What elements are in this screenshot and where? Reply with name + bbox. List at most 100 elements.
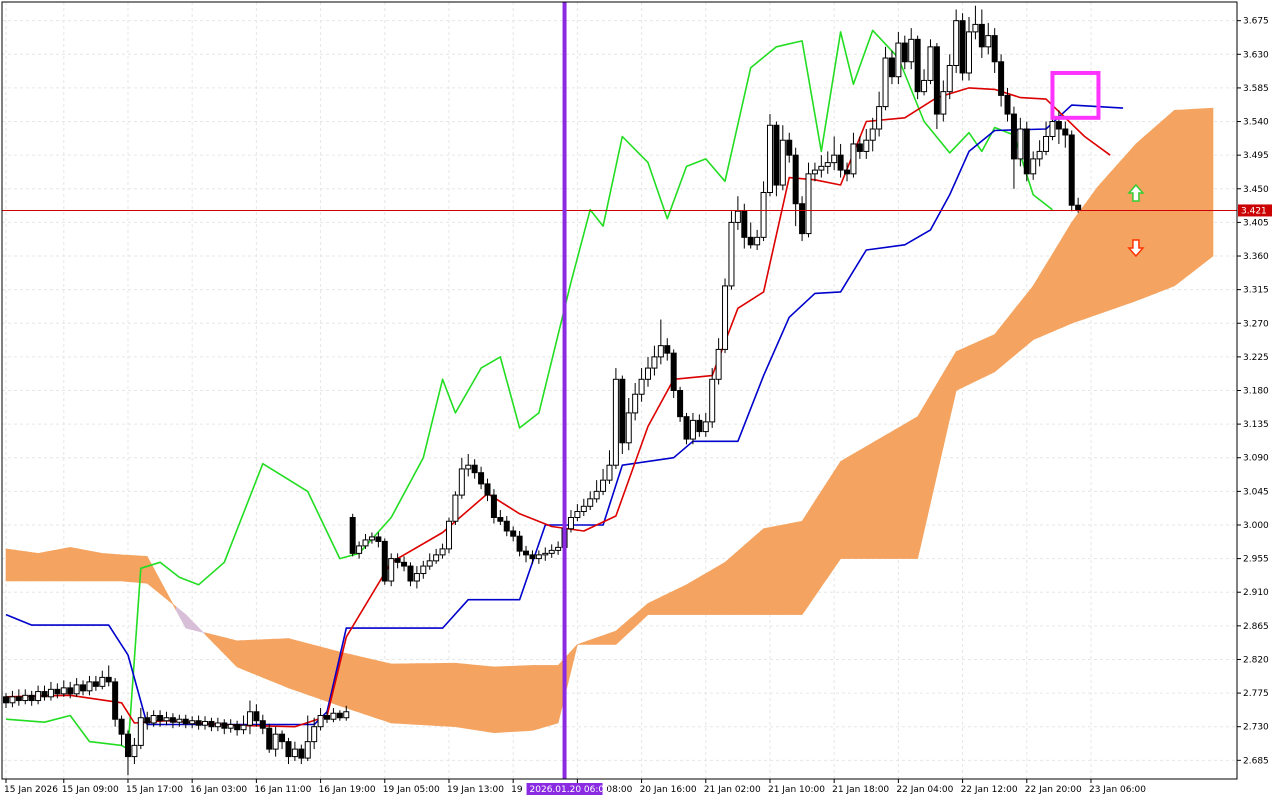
kumo-segment bbox=[326, 648, 331, 703]
kumo-segment bbox=[413, 663, 418, 725]
kumo-segment bbox=[265, 639, 270, 681]
candle-bear bbox=[195, 720, 202, 726]
kumo-segment bbox=[323, 647, 328, 702]
kumo-segment bbox=[991, 334, 996, 374]
kumo-segment bbox=[397, 663, 402, 724]
x-tick-label: 16 Jan 03:00 bbox=[190, 785, 247, 795]
kumo-segment bbox=[89, 550, 93, 582]
candle-bear bbox=[105, 676, 112, 683]
candle-bull bbox=[131, 744, 138, 758]
candle-bear bbox=[157, 714, 164, 722]
arrow-down-shape bbox=[1127, 239, 1145, 258]
kumo-segment bbox=[1206, 107, 1211, 262]
kumo-segment bbox=[18, 550, 23, 582]
kumo-segment bbox=[1142, 134, 1146, 299]
kumo-segment bbox=[901, 423, 906, 559]
candle-bear bbox=[484, 483, 491, 496]
kumo-segment bbox=[657, 596, 662, 615]
candle-bear bbox=[914, 38, 921, 93]
kumo-segment bbox=[724, 558, 729, 615]
candle-bull bbox=[728, 221, 735, 287]
x-tick-label: 16 Jan 19:00 bbox=[319, 785, 376, 795]
kumo-segment bbox=[1135, 140, 1140, 302]
kumo-segment bbox=[432, 663, 437, 726]
kumo-segment bbox=[40, 551, 45, 582]
candle-bear bbox=[786, 139, 793, 156]
kumo-segment bbox=[1071, 217, 1076, 324]
kumo-segment bbox=[519, 665, 524, 732]
kumo-segment bbox=[1158, 120, 1162, 293]
kumo-segment bbox=[297, 640, 302, 693]
kumo-segment bbox=[1161, 118, 1166, 292]
kumo-segment bbox=[1061, 231, 1066, 328]
kumo-segment bbox=[930, 388, 935, 503]
candle-bull bbox=[876, 106, 883, 130]
x-tick-label: 19 Jan 13:00 bbox=[447, 785, 504, 795]
candle-bull bbox=[702, 421, 709, 433]
candle-bear bbox=[118, 718, 125, 735]
kumo-segment bbox=[1177, 109, 1182, 285]
kumo-segment bbox=[997, 325, 1002, 370]
kumo-segment bbox=[666, 592, 671, 615]
kumo-segment bbox=[551, 665, 556, 726]
candle-bear bbox=[3, 696, 9, 704]
candle-bull bbox=[754, 236, 761, 246]
candle-bear bbox=[959, 20, 966, 74]
kumo-segment bbox=[1119, 157, 1124, 307]
candle-bear bbox=[991, 35, 998, 63]
kumo-segment bbox=[1193, 108, 1198, 272]
kumo-segment bbox=[233, 639, 238, 668]
kumo-segment bbox=[403, 663, 408, 725]
kumo-segment bbox=[361, 656, 366, 715]
kumo-segment bbox=[1100, 179, 1105, 314]
candle-bear bbox=[381, 540, 388, 582]
candle-bull bbox=[966, 31, 972, 74]
kumo-segment bbox=[458, 663, 463, 729]
candle-bull bbox=[709, 378, 716, 423]
kumo-segment bbox=[522, 665, 527, 732]
kumo-segment bbox=[1187, 109, 1191, 277]
kumo-segment bbox=[53, 549, 58, 582]
candle-bear bbox=[683, 416, 690, 440]
candle-bull bbox=[542, 552, 549, 556]
kumo-segment bbox=[445, 662, 450, 727]
kumo-segment bbox=[692, 578, 697, 615]
kumo-segment bbox=[904, 421, 909, 559]
kumo-segment bbox=[936, 377, 941, 475]
kumo-segment bbox=[1103, 175, 1108, 313]
kumo-segment bbox=[371, 659, 376, 719]
kumo-segment bbox=[503, 666, 508, 733]
candle-bear bbox=[696, 419, 703, 433]
kumo-segment bbox=[37, 552, 42, 582]
candle-bull bbox=[574, 511, 581, 519]
kumo-segment bbox=[416, 663, 421, 725]
kumo-segment bbox=[708, 569, 713, 615]
kumo-segment bbox=[381, 661, 386, 722]
candle-bear bbox=[298, 748, 305, 759]
kumo-segment bbox=[1074, 212, 1079, 323]
kumo-segment bbox=[317, 645, 321, 700]
kumo-segment bbox=[1174, 109, 1178, 287]
kumo-segment bbox=[390, 663, 395, 724]
kumo-segment bbox=[872, 440, 877, 559]
kumo-segment bbox=[820, 485, 825, 588]
kumo-segment bbox=[1058, 237, 1063, 330]
kumo-segment bbox=[987, 335, 992, 376]
y-tick-label: 3.135 bbox=[1243, 420, 1269, 430]
kumo-segment bbox=[374, 659, 379, 720]
kumo-segment bbox=[1196, 108, 1201, 270]
arrow-up-icon bbox=[1127, 183, 1145, 202]
candle-bear bbox=[888, 57, 895, 78]
kumo-segment bbox=[358, 656, 363, 714]
candle-bull bbox=[465, 464, 472, 470]
kumo-segment bbox=[766, 527, 771, 615]
y-tick-label: 3.090 bbox=[1243, 454, 1269, 464]
kumo-segment bbox=[127, 554, 132, 583]
candle-bull bbox=[60, 687, 67, 695]
kumo-segment bbox=[220, 636, 225, 655]
candle-bear bbox=[978, 23, 985, 48]
kumo-segment bbox=[641, 605, 646, 622]
kumo-segment bbox=[599, 635, 604, 645]
kumo-segment bbox=[740, 544, 745, 615]
kumo-segment bbox=[1039, 268, 1044, 338]
